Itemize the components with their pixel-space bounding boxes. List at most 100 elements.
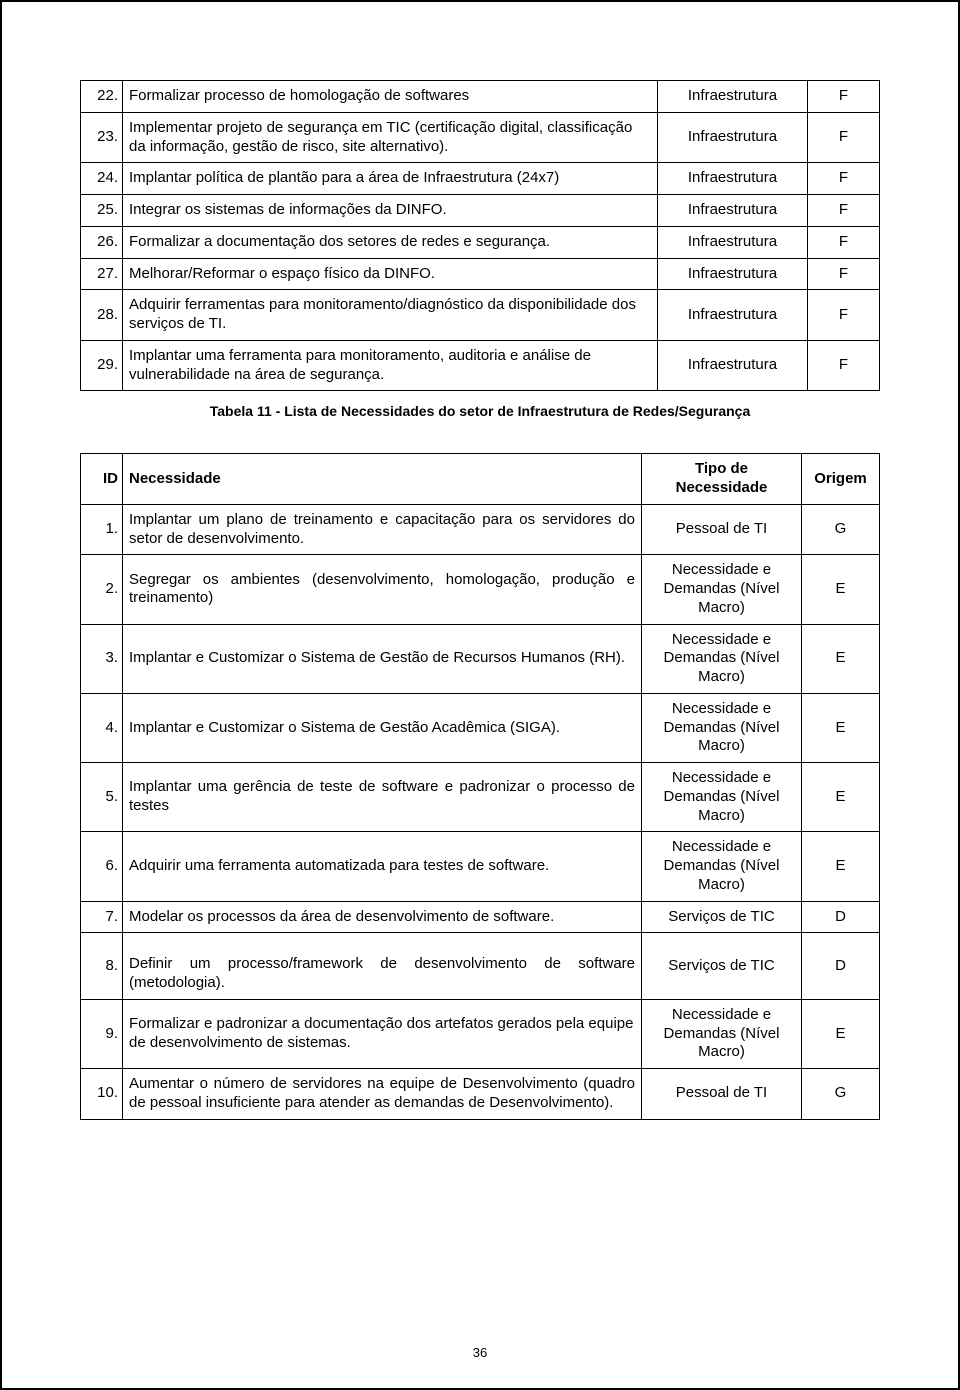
needs-table-2: ID Necessidade Tipo de Necessidade Orige… xyxy=(80,453,880,1119)
row-id: 26. xyxy=(81,226,123,258)
row-origin: F xyxy=(808,290,880,341)
row-type: Necessidade e Demandas (Nível Macro) xyxy=(642,555,802,624)
row-origin: F xyxy=(808,258,880,290)
row-type: Pessoal de TI xyxy=(642,504,802,555)
page-number: 36 xyxy=(2,1345,958,1360)
header-need: Necessidade xyxy=(123,454,642,505)
table-row: 6. Adquirir uma ferramenta automatizada … xyxy=(81,832,880,901)
row-need: Adquirir uma ferramenta automatizada par… xyxy=(123,832,642,901)
row-type: Pessoal de TI xyxy=(642,1069,802,1120)
row-id: 28. xyxy=(81,290,123,341)
row-origin: F xyxy=(808,340,880,391)
row-need: Integrar os sistemas de informações da D… xyxy=(123,195,658,227)
row-origin: F xyxy=(808,226,880,258)
row-type: Infraestrutura xyxy=(658,195,808,227)
row-id: 3. xyxy=(81,624,123,693)
table-row: 22. Formalizar processo de homologação d… xyxy=(81,81,880,113)
table-row: 2. Segregar os ambientes (desenvolviment… xyxy=(81,555,880,624)
row-type: Necessidade e Demandas (Nível Macro) xyxy=(642,832,802,901)
row-origin: F xyxy=(808,163,880,195)
row-type: Necessidade e Demandas (Nível Macro) xyxy=(642,999,802,1068)
table-row: 24. Implantar política de plantão para a… xyxy=(81,163,880,195)
row-need: Formalizar processo de homologação de so… xyxy=(123,81,658,113)
header-origin: Origem xyxy=(802,454,880,505)
table-row: 29. Implantar uma ferramenta para monito… xyxy=(81,340,880,391)
row-type: Serviços de TIC xyxy=(642,933,802,1000)
row-need: Implantar uma ferramenta para monitorame… xyxy=(123,340,658,391)
row-need: Implementar projeto de segurança em TIC … xyxy=(123,112,658,163)
row-type: Infraestrutura xyxy=(658,81,808,113)
table-row: 27. Melhorar/Reformar o espaço físico da… xyxy=(81,258,880,290)
table-1-caption: Tabela 11 - Lista de Necessidades do set… xyxy=(80,403,880,419)
row-origin: G xyxy=(802,1069,880,1120)
table-row: 7. Modelar os processos da área de desen… xyxy=(81,901,880,933)
row-type: Infraestrutura xyxy=(658,258,808,290)
row-origin: G xyxy=(802,504,880,555)
row-type: Necessidade e Demandas (Nível Macro) xyxy=(642,624,802,693)
row-id: 1. xyxy=(81,504,123,555)
table-row: 25. Integrar os sistemas de informações … xyxy=(81,195,880,227)
table-row: 1. Implantar um plano de treinamento e c… xyxy=(81,504,880,555)
row-type: Infraestrutura xyxy=(658,290,808,341)
row-type: Necessidade e Demandas (Nível Macro) xyxy=(642,693,802,762)
table-row: 23. Implementar projeto de segurança em … xyxy=(81,112,880,163)
row-origin: F xyxy=(808,195,880,227)
row-origin: E xyxy=(802,999,880,1068)
row-type: Infraestrutura xyxy=(658,112,808,163)
row-type: Serviços de TIC xyxy=(642,901,802,933)
row-id: 24. xyxy=(81,163,123,195)
row-id: 29. xyxy=(81,340,123,391)
table-row: 26. Formalizar a documentação dos setore… xyxy=(81,226,880,258)
row-origin: D xyxy=(802,933,880,1000)
table-row: 5. Implantar uma gerência de teste de so… xyxy=(81,763,880,832)
row-origin: E xyxy=(802,693,880,762)
row-type: Infraestrutura xyxy=(658,226,808,258)
row-need: Implantar e Customizar o Sistema de Gest… xyxy=(123,624,642,693)
row-id: 5. xyxy=(81,763,123,832)
header-id: ID xyxy=(81,454,123,505)
row-need: Implantar política de plantão para a áre… xyxy=(123,163,658,195)
row-type: Infraestrutura xyxy=(658,163,808,195)
row-origin: E xyxy=(802,624,880,693)
row-need: Modelar os processos da área de desenvol… xyxy=(123,901,642,933)
row-id: 10. xyxy=(81,1069,123,1120)
row-need: Formalizar a documentação dos setores de… xyxy=(123,226,658,258)
row-id: 4. xyxy=(81,693,123,762)
needs-table-1: 22. Formalizar processo de homologação d… xyxy=(80,80,880,391)
row-need: Adquirir ferramentas para monitoramento/… xyxy=(123,290,658,341)
row-id: 23. xyxy=(81,112,123,163)
row-need: Melhorar/Reformar o espaço físico da DIN… xyxy=(123,258,658,290)
row-id: 2. xyxy=(81,555,123,624)
row-need: Implantar um plano de treinamento e capa… xyxy=(123,504,642,555)
row-id: 22. xyxy=(81,81,123,113)
row-origin: E xyxy=(802,832,880,901)
row-type: Infraestrutura xyxy=(658,340,808,391)
row-id: 25. xyxy=(81,195,123,227)
table-row: 10. Aumentar o número de servidores na e… xyxy=(81,1069,880,1120)
table-row: 4. Implantar e Customizar o Sistema de G… xyxy=(81,693,880,762)
header-type: Tipo de Necessidade xyxy=(642,454,802,505)
row-origin: F xyxy=(808,81,880,113)
row-origin: D xyxy=(802,901,880,933)
row-need: Aumentar o número de servidores na equip… xyxy=(123,1069,642,1120)
row-id: 9. xyxy=(81,999,123,1068)
row-origin: E xyxy=(802,763,880,832)
row-need: Definir um processo/framework de desenvo… xyxy=(123,933,642,1000)
row-type: Necessidade e Demandas (Nível Macro) xyxy=(642,763,802,832)
row-need: Implantar uma gerência de teste de softw… xyxy=(123,763,642,832)
row-id: 7. xyxy=(81,901,123,933)
row-need: Implantar e Customizar o Sistema de Gest… xyxy=(123,693,642,762)
table-row: 9. Formalizar e padronizar a documentaçã… xyxy=(81,999,880,1068)
table-row: 3. Implantar e Customizar o Sistema de G… xyxy=(81,624,880,693)
table-row: 28. Adquirir ferramentas para monitorame… xyxy=(81,290,880,341)
document-page: 22. Formalizar processo de homologação d… xyxy=(0,0,960,1390)
row-id: 8. xyxy=(81,933,123,1000)
table-row: 8. Definir um processo/framework de dese… xyxy=(81,933,880,1000)
row-origin: E xyxy=(802,555,880,624)
table-header-row: ID Necessidade Tipo de Necessidade Orige… xyxy=(81,454,880,505)
row-origin: F xyxy=(808,112,880,163)
row-need: Segregar os ambientes (desenvolvimento, … xyxy=(123,555,642,624)
row-id: 6. xyxy=(81,832,123,901)
row-need: Formalizar e padronizar a documentação d… xyxy=(123,999,642,1068)
row-id: 27. xyxy=(81,258,123,290)
